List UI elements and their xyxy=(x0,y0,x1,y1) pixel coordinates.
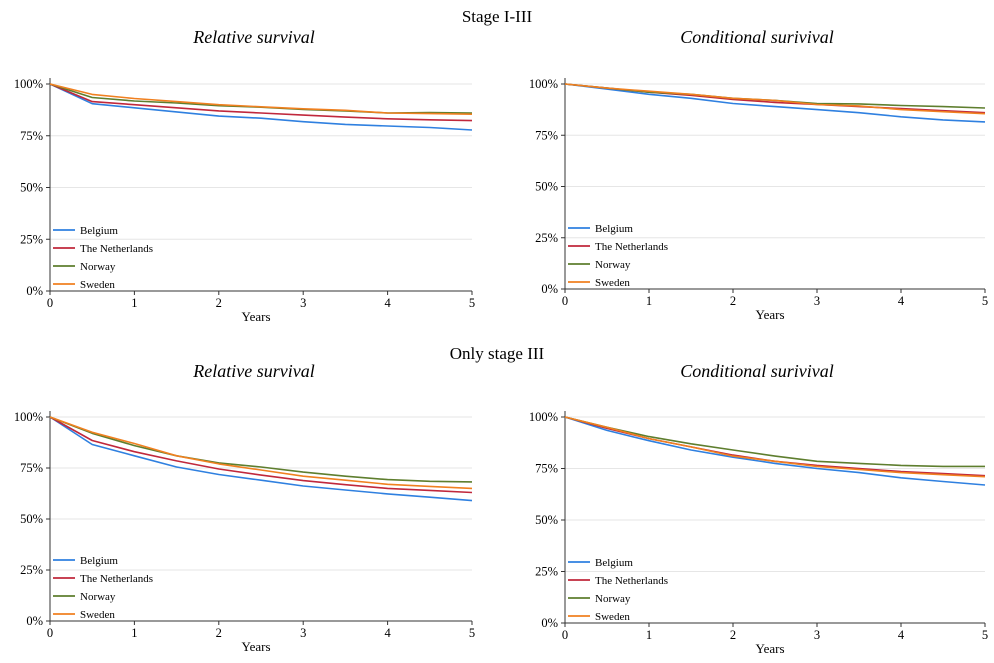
chart-panel: Relative survival 0% 25% 50% 75% 100% 0 1 2 3 4 5 Ye… xyxy=(14,361,475,654)
x-tick-label: 0 xyxy=(47,296,53,310)
x-tick-label: 1 xyxy=(131,296,137,310)
x-tick-label: 4 xyxy=(384,296,391,310)
series-line-belgium xyxy=(564,416,986,486)
chart-panel: Conditional surivival 0% 25% 50% 75% 100% 0 1 2 3… xyxy=(529,27,988,322)
x-tick-label: 2 xyxy=(216,626,222,640)
legend-label: The Netherlands xyxy=(595,575,668,587)
legend-label: Belgium xyxy=(595,223,633,235)
legend-label: Norway xyxy=(595,593,631,605)
series-line-belgium xyxy=(49,416,473,502)
x-tick-label: 1 xyxy=(646,294,652,308)
y-tick-label: 25% xyxy=(535,565,558,579)
x-tick-label: 3 xyxy=(814,294,820,308)
legend-label: Sweden xyxy=(595,611,630,623)
y-tick-label: 0% xyxy=(541,282,558,296)
x-tick-label: 4 xyxy=(898,628,905,642)
y-tick-label: 100% xyxy=(14,77,43,91)
series-line-the-netherlands xyxy=(564,83,986,114)
x-tick-label: 3 xyxy=(300,626,306,640)
y-tick-label: 100% xyxy=(529,410,558,424)
series-line-norway xyxy=(564,83,986,109)
series-line-sweden xyxy=(49,416,473,490)
y-tick-label: 100% xyxy=(14,410,43,424)
panel-title: Relative survival xyxy=(192,361,314,381)
y-tick-label: 50% xyxy=(20,181,43,195)
series-line-norway xyxy=(49,83,473,114)
chart-panel: Conditional surivival 0% 25% 50% 75% 100% 0 1 2 3… xyxy=(529,361,988,656)
series-line-sweden xyxy=(564,416,986,478)
series-line-sweden xyxy=(49,83,473,115)
x-axis-label: Years xyxy=(755,307,784,322)
y-tick-label: 25% xyxy=(20,563,43,577)
x-tick-label: 0 xyxy=(562,294,568,308)
x-tick-label: 5 xyxy=(982,628,988,642)
legend-label: The Netherlands xyxy=(595,241,668,253)
legend-label: Belgium xyxy=(595,557,633,569)
legend-label: Norway xyxy=(595,259,631,271)
x-tick-label: 3 xyxy=(300,296,306,310)
panel-title: Relative survival xyxy=(192,27,314,47)
x-tick-label: 2 xyxy=(216,296,222,310)
legend: Belgium The Netherlands Norway Sweden xyxy=(53,225,153,291)
series-line-the-netherlands xyxy=(564,416,986,477)
legend-label: Norway xyxy=(80,261,116,273)
series-line-norway xyxy=(564,416,985,468)
section-title-only-stage-iii: Only stage III xyxy=(450,344,545,363)
y-tick-label: 50% xyxy=(535,513,558,527)
y-tick-label: 75% xyxy=(20,461,43,475)
legend-label: The Netherlands xyxy=(80,573,153,585)
x-tick-label: 1 xyxy=(646,628,652,642)
x-axis-label: Years xyxy=(241,309,270,324)
x-axis-label: Years xyxy=(241,639,270,654)
series-line-norway xyxy=(49,416,473,483)
y-tick-label: 25% xyxy=(20,232,43,246)
legend-label: Belgium xyxy=(80,225,118,237)
series-line-belgium xyxy=(49,83,473,131)
legend-label: Sweden xyxy=(595,277,630,289)
legend: Belgium The Netherlands Norway Sweden xyxy=(568,557,668,623)
panel-title: Conditional surivival xyxy=(680,361,834,381)
y-tick-label: 50% xyxy=(20,512,43,526)
x-tick-label: 3 xyxy=(814,628,820,642)
y-tick-label: 50% xyxy=(535,180,558,194)
series-line-belgium xyxy=(564,83,986,123)
legend-label: Norway xyxy=(80,591,116,603)
legend: Belgium The Netherlands Norway Sweden xyxy=(53,555,153,621)
legend-label: The Netherlands xyxy=(80,243,153,255)
x-tick-label: 2 xyxy=(730,628,736,642)
x-tick-label: 5 xyxy=(469,626,475,640)
legend-label: Belgium xyxy=(80,555,118,567)
x-tick-label: 0 xyxy=(562,628,568,642)
y-tick-label: 75% xyxy=(535,128,558,142)
legend: Belgium The Netherlands Norway Sweden xyxy=(568,223,668,289)
y-tick-label: 100% xyxy=(529,77,558,91)
x-tick-label: 2 xyxy=(730,294,736,308)
y-tick-label: 0% xyxy=(26,614,43,628)
series-line-the-netherlands xyxy=(49,416,473,494)
x-tick-label: 4 xyxy=(384,626,391,640)
y-tick-label: 75% xyxy=(535,462,558,476)
x-axis-label: Years xyxy=(755,641,784,656)
x-tick-label: 0 xyxy=(47,626,53,640)
series-line-sweden xyxy=(564,83,986,115)
legend-label: Sweden xyxy=(80,609,115,621)
y-tick-label: 0% xyxy=(26,284,43,298)
y-tick-label: 75% xyxy=(20,129,43,143)
legend-label: Sweden xyxy=(80,279,115,291)
x-tick-label: 1 xyxy=(131,626,137,640)
x-tick-label: 4 xyxy=(898,294,905,308)
series-line-the-netherlands xyxy=(49,83,473,122)
section-title-stage-i-iii: Stage I-III xyxy=(462,7,533,26)
panel-title: Conditional surivival xyxy=(680,27,834,47)
x-tick-label: 5 xyxy=(982,294,988,308)
x-tick-label: 5 xyxy=(469,296,475,310)
y-tick-label: 25% xyxy=(535,231,558,245)
y-tick-label: 0% xyxy=(541,616,558,630)
chart-panel: Relative survival 0% 25% 50% 75% 100% 0 1 2 3 4 5 Ye… xyxy=(14,27,475,324)
